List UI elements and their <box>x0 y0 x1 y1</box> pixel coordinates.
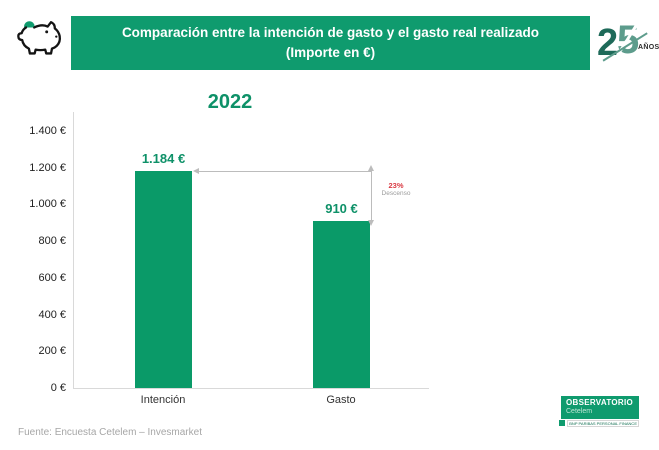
bar-intencion <box>135 171 192 388</box>
banner-title-line1: Comparación entre la intención de gasto … <box>121 25 540 41</box>
title-banner: Comparación entre la intención de gasto … <box>71 16 590 70</box>
bar-value-label-gasto: 910 € <box>325 201 358 216</box>
diff-arrow-down-icon <box>368 220 374 226</box>
y-tick-label: 1.200 € <box>29 161 66 174</box>
y-tick-label: 1.400 € <box>29 125 66 137</box>
bar-group-intencion: 1.184 € <box>135 151 192 388</box>
source-note: Fuente: Encuesta Cetelem – Invesmarket <box>18 427 202 438</box>
diff-label: Descenso <box>381 190 411 198</box>
bar-group-gasto: 910 € <box>313 201 370 388</box>
bar-value-label-intencion: 1.184 € <box>141 151 186 166</box>
bnp-paribas-logo-icon <box>559 420 566 427</box>
y-tick-label: 600 € <box>38 271 66 284</box>
diff-arrow-up-icon <box>368 165 374 171</box>
x-category-label-gasto: Gasto <box>326 394 356 406</box>
bar-gasto <box>313 221 370 388</box>
observatorio-logo-line1: OBSERVATORIO <box>566 398 634 407</box>
y-tick-label: 200 € <box>38 345 66 358</box>
diff-annotation-text: 23% Descenso <box>374 181 418 199</box>
bnp-paribas-text: BNP PARIBAS PERSONAL FINANCE <box>567 419 639 427</box>
observatorio-logo-line2: Cetelem <box>566 407 593 415</box>
y-tick-label: 0 € <box>50 382 66 394</box>
anniversary-25-logo: 2 5 AÑOS <box>597 20 659 72</box>
observatorio-logo-green-box: OBSERVATORIO Cetelem <box>561 396 639 419</box>
diff-vline <box>371 171 372 221</box>
diff-arrow-left-icon <box>193 168 199 174</box>
x-axis-line <box>73 388 429 389</box>
diff-hline <box>197 171 371 172</box>
y-axis-line <box>73 112 74 389</box>
bnp-paribas-badge: BNP PARIBAS PERSONAL FINANCE <box>559 419 639 427</box>
observatorio-cetelem-logo: OBSERVATORIO Cetelem BNP PARIBAS PERSONA… <box>559 396 639 427</box>
y-tick-label: 1.000 € <box>29 198 66 211</box>
x-category-label-intencion: Intención <box>140 394 186 406</box>
y-tick-label: 800 € <box>38 235 66 248</box>
anniversary-years-label: AÑOS <box>638 44 659 51</box>
banner-title-line2: (Importe en €) <box>285 45 376 60</box>
diff-percent: 23% <box>388 181 404 190</box>
y-tick-label: 400 € <box>38 308 66 321</box>
chart-title-year: 2022 <box>207 91 253 113</box>
piggy-bank-icon <box>17 21 62 55</box>
